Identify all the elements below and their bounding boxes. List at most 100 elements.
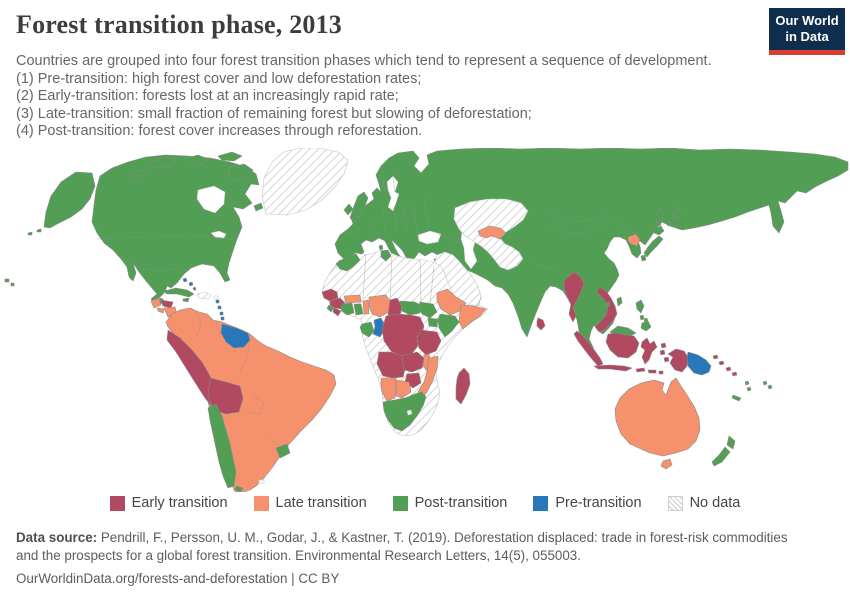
arctic-islands[interactable] xyxy=(127,169,147,179)
sulawesi[interactable] xyxy=(640,337,658,365)
puerto-rico[interactable] xyxy=(213,295,219,300)
botswana[interactable] xyxy=(395,379,412,399)
kuril-islands[interactable] xyxy=(671,213,677,220)
somalia[interactable] xyxy=(458,304,487,330)
tasmania[interactable] xyxy=(660,458,673,470)
new-zealand[interactable] xyxy=(711,446,731,467)
arctic-islands[interactable] xyxy=(149,156,177,169)
uzbekistan[interactable] xyxy=(477,225,507,240)
burkina-faso[interactable] xyxy=(343,294,362,304)
central-african-republic[interactable] xyxy=(399,300,423,316)
chile[interactable] xyxy=(207,403,237,489)
lesser-sunda[interactable] xyxy=(647,369,657,374)
bahamas[interactable] xyxy=(188,281,194,287)
alaska[interactable] xyxy=(27,231,33,236)
ireland[interactable] xyxy=(343,203,354,216)
borneo[interactable] xyxy=(605,332,640,359)
arctic-islands[interactable] xyxy=(183,154,209,166)
legend-item-no-data[interactable]: No data xyxy=(667,495,740,511)
bahamas[interactable] xyxy=(182,277,188,283)
kenya[interactable] xyxy=(437,313,460,338)
el-salvador[interactable] xyxy=(156,307,165,314)
sumatra[interactable] xyxy=(573,330,604,367)
legend-item-early-transition[interactable]: Early transition xyxy=(109,495,228,511)
tanzania[interactable] xyxy=(416,329,442,356)
papua-new-guinea[interactable] xyxy=(686,351,712,376)
world-map[interactable] xyxy=(0,147,850,493)
legend-item-pre-transition[interactable]: Pre-transition xyxy=(533,495,642,511)
owid-citation-link[interactable]: OurWorldinData.org/forests-and-deforesta… xyxy=(16,571,340,587)
vanuatu[interactable] xyxy=(746,386,752,392)
japan[interactable] xyxy=(643,235,664,258)
guyana-suriname[interactable] xyxy=(220,323,251,349)
solomon-islands[interactable] xyxy=(718,360,725,366)
arctic-islands[interactable] xyxy=(217,151,243,162)
gabon[interactable] xyxy=(359,321,375,338)
senegal[interactable] xyxy=(321,288,339,302)
lesser-antilles[interactable] xyxy=(219,311,224,316)
jamaica[interactable] xyxy=(182,297,190,303)
japan[interactable] xyxy=(640,254,647,262)
morocco[interactable] xyxy=(335,253,361,272)
nigeria[interactable] xyxy=(368,294,392,318)
west-papua[interactable] xyxy=(667,348,689,373)
vanuatu[interactable] xyxy=(744,380,750,386)
north-korea[interactable] xyxy=(627,233,641,247)
sakhalin[interactable] xyxy=(655,207,664,227)
lesser-sunda[interactable] xyxy=(658,370,664,375)
solomon-islands[interactable] xyxy=(725,366,732,372)
angola[interactable] xyxy=(376,351,407,379)
uruguay[interactable] xyxy=(275,443,291,459)
lesser-sunda[interactable] xyxy=(635,367,646,373)
legend-item-post-transition[interactable]: Post-transition xyxy=(392,495,507,511)
solomon-islands[interactable] xyxy=(712,354,719,360)
kuril-islands[interactable] xyxy=(676,206,682,213)
ghana[interactable] xyxy=(353,303,364,316)
greenland[interactable] xyxy=(261,147,349,216)
tunisia[interactable] xyxy=(380,249,392,262)
arctic-islands[interactable] xyxy=(228,163,254,182)
falkland-islands[interactable] xyxy=(258,479,265,484)
uganda[interactable] xyxy=(427,317,439,328)
hawaii[interactable] xyxy=(10,282,15,287)
sri-lanka[interactable] xyxy=(536,317,546,331)
drc[interactable] xyxy=(381,313,425,358)
kuril-islands[interactable] xyxy=(666,220,672,227)
togo-benin[interactable] xyxy=(362,299,370,315)
lesser-antilles[interactable] xyxy=(220,316,225,321)
hawaii[interactable] xyxy=(4,278,10,283)
hainan[interactable] xyxy=(604,301,611,308)
maluku[interactable] xyxy=(660,342,667,349)
lesser-antilles[interactable] xyxy=(217,305,222,310)
south-africa[interactable] xyxy=(382,391,427,432)
liberia[interactable] xyxy=(332,307,342,317)
madagascar[interactable] xyxy=(455,367,471,405)
myanmar[interactable] xyxy=(563,271,585,323)
alaska[interactable] xyxy=(43,171,96,229)
australia[interactable] xyxy=(614,377,701,457)
bahamas[interactable] xyxy=(192,286,197,291)
south-america[interactable] xyxy=(165,307,337,493)
solomon-islands[interactable] xyxy=(731,371,738,377)
fiji[interactable] xyxy=(767,384,773,390)
zambia[interactable] xyxy=(401,351,425,373)
lesser-antilles[interactable] xyxy=(215,299,220,304)
vietnam-cambodia[interactable] xyxy=(594,286,618,333)
honduras[interactable] xyxy=(160,299,174,309)
java[interactable] xyxy=(593,364,633,372)
taiwan[interactable] xyxy=(616,296,623,307)
hispaniola[interactable] xyxy=(196,291,212,300)
alaska[interactable] xyxy=(36,228,42,233)
cuba[interactable] xyxy=(163,287,195,298)
philippines[interactable] xyxy=(639,314,645,321)
sierra-leone[interactable] xyxy=(326,304,335,313)
cote-divoire[interactable] xyxy=(340,302,355,316)
newfoundland[interactable] xyxy=(253,202,264,212)
philippines[interactable] xyxy=(635,299,645,314)
fiji[interactable] xyxy=(762,380,768,386)
guatemala[interactable] xyxy=(150,297,162,309)
new-zealand[interactable] xyxy=(726,435,736,450)
mediterranean-islands[interactable] xyxy=(378,244,384,251)
maluku[interactable] xyxy=(663,356,670,363)
philippines[interactable] xyxy=(640,320,652,332)
